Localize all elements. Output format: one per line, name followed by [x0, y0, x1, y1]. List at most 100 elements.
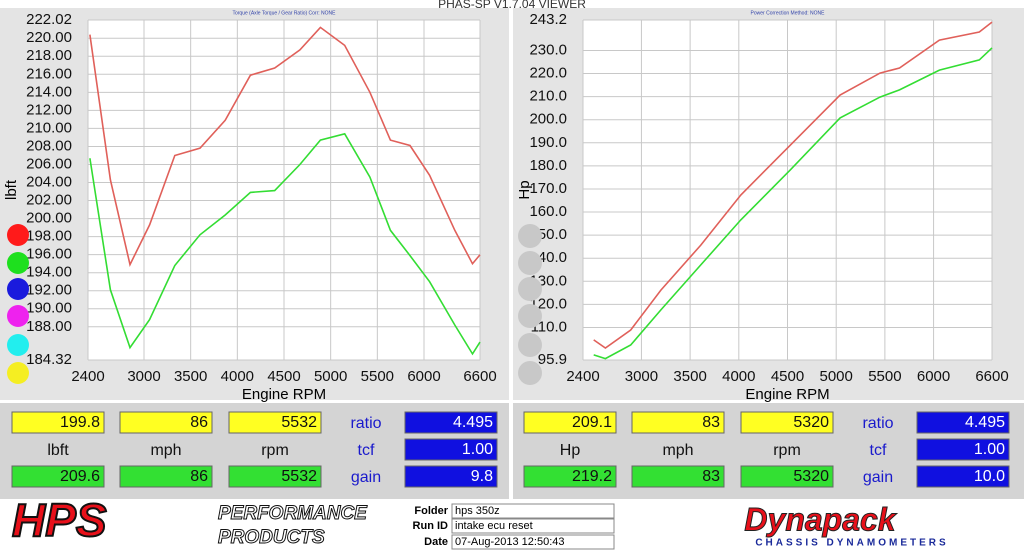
y-tick-label: 206.00 [26, 155, 72, 172]
field-value: intake ecu reset [455, 520, 533, 532]
readout-box [631, 465, 725, 488]
y-tick-label: 210.00 [26, 119, 72, 136]
x-tick-label: 6000 [407, 368, 440, 385]
readout-value: 86 [190, 468, 208, 485]
readout-box [523, 411, 617, 434]
hps-tagline: PRODUCTS [218, 527, 325, 548]
y-tick-label: 200.00 [26, 210, 72, 227]
x-tick-label: 5000 [314, 368, 347, 385]
x-tick-label: 4500 [771, 368, 804, 385]
series-line [89, 26, 481, 267]
x-axis-label: Engine RPM [242, 386, 326, 403]
chart: Torque (Axle Torque / Gear Ratio) Corr: … [3, 10, 497, 403]
readout-label: ratio [862, 415, 893, 432]
channel-button[interactable] [518, 251, 542, 275]
y-tick-label: 222.02 [26, 11, 72, 28]
readout-box [740, 411, 834, 434]
y-tick-label: 202.00 [26, 192, 72, 209]
channel-button[interactable] [518, 224, 542, 248]
y-axis-label: lbft [3, 179, 20, 200]
field-value: 07-Aug-2013 12:50:43 [455, 536, 564, 548]
field-label: Run ID [413, 520, 448, 532]
y-tick-label: 208.00 [26, 137, 72, 154]
field-box [451, 503, 615, 519]
channel-button[interactable] [7, 224, 29, 246]
y-tick-label: 160.0 [529, 203, 567, 220]
x-tick-label: 4000 [722, 368, 755, 385]
readout-box [11, 465, 105, 488]
channel-button[interactable] [518, 304, 542, 328]
readout-label: gain [351, 469, 381, 486]
x-tick-label: 4500 [267, 368, 300, 385]
channel-button[interactable] [7, 252, 29, 274]
y-tick-label: 170.0 [529, 180, 567, 197]
x-tick-label: 6000 [917, 368, 950, 385]
y-tick-label: 196.00 [26, 246, 72, 263]
readout-value: 83 [702, 468, 720, 485]
readout-box [523, 465, 617, 488]
chart: Power Correction Method: NONE95.9110.012… [516, 10, 1009, 403]
series-line [593, 21, 993, 349]
readout-value: 5532 [281, 468, 317, 485]
readout-value: 1.00 [462, 441, 493, 458]
readout-unit: mph [662, 442, 693, 459]
x-tick-label: 6600 [463, 368, 496, 385]
y-tick-label: 230.0 [529, 41, 567, 58]
y-tick-label: 204.00 [26, 173, 72, 190]
dynapack-subtitle: CHASSIS DYNAMOMETERS [755, 538, 948, 549]
footer: HPS PERFORMANCE PRODUCTS Folder hps 350z… [11, 493, 948, 550]
channel-button[interactable] [7, 278, 29, 300]
readout-box [228, 411, 322, 434]
readout-box [404, 465, 498, 488]
readout-unit: mph [150, 442, 181, 459]
readout-box [916, 438, 1010, 461]
x-tick-label: 5500 [361, 368, 394, 385]
field-box [451, 518, 615, 534]
readout-label: gain [863, 469, 893, 486]
x-tick-label: 3500 [174, 368, 207, 385]
y-tick-label: 198.00 [26, 228, 72, 245]
y-tick-label: 212.00 [26, 101, 72, 118]
channel-button[interactable] [518, 277, 542, 301]
y-tick-label: 180.0 [529, 157, 567, 174]
channel-button[interactable] [7, 334, 29, 356]
readout-label: ratio [350, 415, 381, 432]
readout-unit: rpm [261, 442, 289, 459]
readout-value: 9.8 [471, 468, 493, 485]
window-title: PHAS-SP V1.7.04 VIEWER [438, 0, 586, 11]
readout-box [119, 465, 213, 488]
readout-value: 4.495 [453, 414, 493, 431]
y-tick-label: 214.00 [26, 83, 72, 100]
chart-subtitle: Power Correction Method: NONE [751, 10, 826, 16]
readout-box [228, 465, 322, 488]
y-tick-label: 216.00 [26, 65, 72, 82]
y-tick-label: 243.2 [529, 11, 567, 28]
x-tick-label: 2400 [566, 368, 599, 385]
readout-value: 219.2 [572, 468, 612, 485]
y-tick-label: 192.00 [26, 282, 72, 299]
x-tick-label: 5000 [820, 368, 853, 385]
field-label: Folder [414, 505, 448, 517]
readout-label: tcf [870, 442, 887, 459]
x-tick-label: 4000 [221, 368, 254, 385]
y-tick-label: 210.0 [529, 88, 567, 105]
channel-button[interactable] [518, 361, 542, 385]
channel-button[interactable] [7, 305, 29, 327]
hps-logo: HPS [12, 494, 107, 546]
readout-value: 199.8 [60, 414, 100, 431]
readout-value: 83 [702, 414, 720, 431]
readout-value: 86 [190, 414, 208, 431]
y-tick-label: 188.00 [26, 318, 72, 335]
channel-button[interactable] [7, 362, 29, 384]
x-tick-label: 3500 [673, 368, 706, 385]
x-tick-label: 3000 [127, 368, 160, 385]
readout-box [404, 411, 498, 434]
readout-value: 5320 [793, 468, 829, 485]
readout-value: 5320 [793, 414, 829, 431]
readout-unit: Hp [560, 442, 581, 459]
readout-value: 209.1 [572, 414, 612, 431]
hps-tagline: PERFORMANCE [218, 503, 368, 524]
channel-button[interactable] [518, 333, 542, 357]
y-tick-label: 200.0 [529, 111, 567, 128]
